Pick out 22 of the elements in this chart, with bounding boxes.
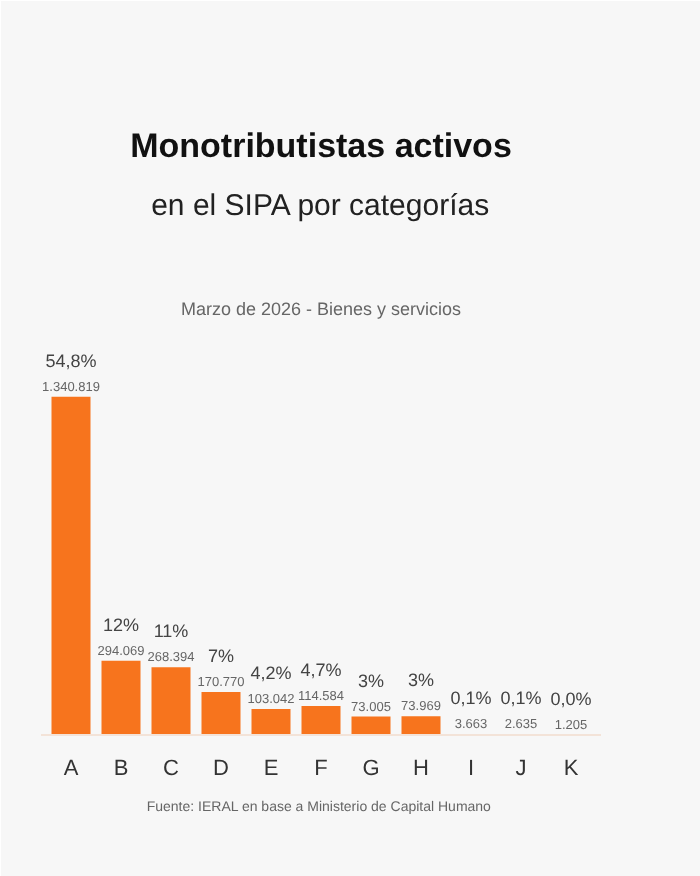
bar <box>251 709 291 735</box>
bar <box>301 706 341 735</box>
x-tick-label: F <box>314 757 329 781</box>
bar <box>201 691 241 735</box>
x-tick-label: K <box>563 757 580 781</box>
bar <box>151 667 191 735</box>
text: Marzo de 2026 - Bienes y servicios <box>180 299 463 319</box>
bar <box>51 396 91 735</box>
x-tick-label: J <box>515 757 527 781</box>
x-tick-label: E <box>263 757 279 781</box>
chart-title: Monotributistas activos <box>130 127 512 165</box>
x-tick-label: D <box>213 757 230 781</box>
x-tick-label: A <box>63 757 80 781</box>
chart-subtitle: en el SIPA por categorías <box>151 189 490 223</box>
bar <box>351 716 391 735</box>
x-tick-label: C <box>163 757 180 781</box>
bar <box>401 716 441 735</box>
bar <box>101 660 141 735</box>
x-tick-label: H <box>413 757 430 781</box>
x-tick-label: B <box>113 757 129 781</box>
x-tick-label: G <box>362 757 380 781</box>
x-tick-label: I <box>467 757 475 781</box>
